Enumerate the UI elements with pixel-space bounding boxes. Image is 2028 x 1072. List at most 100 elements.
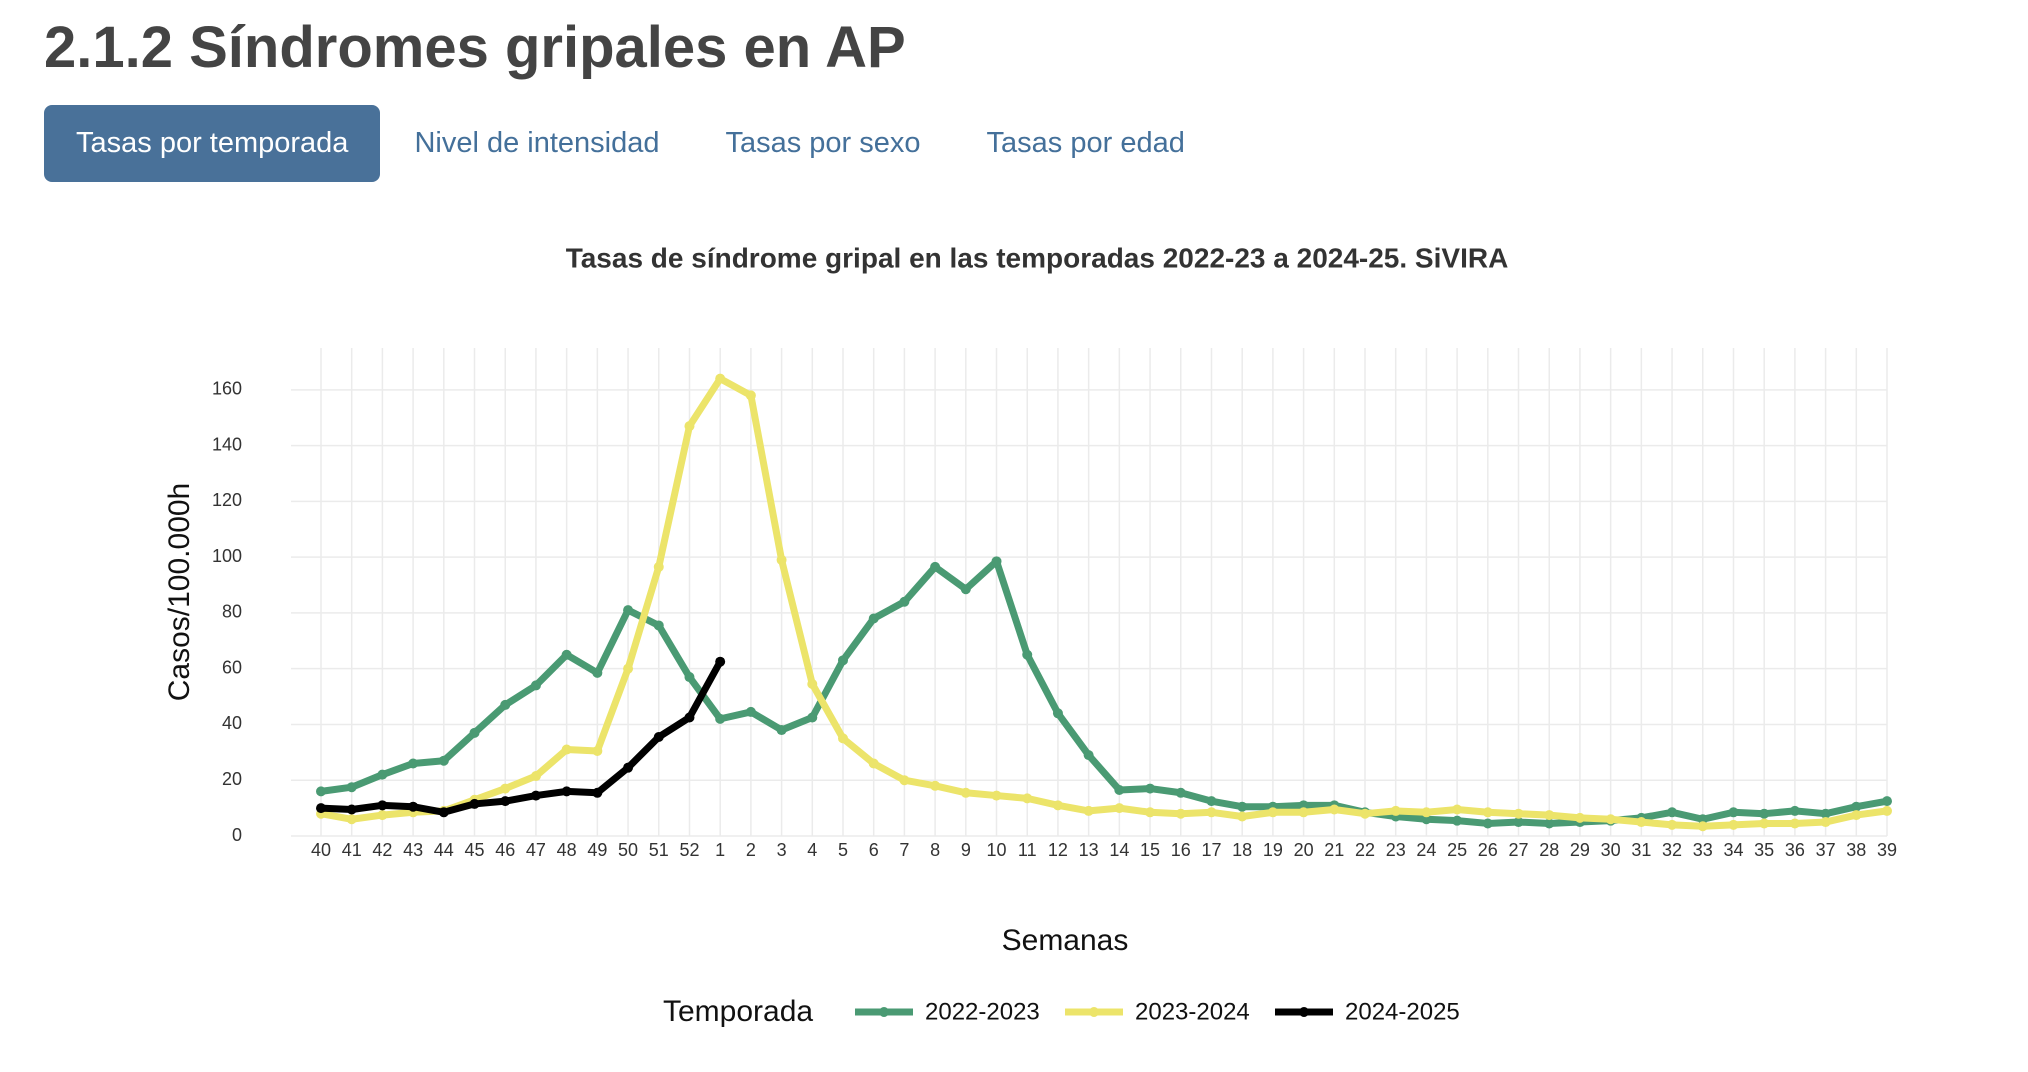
data-point [1329, 804, 1340, 815]
data-point [561, 649, 572, 660]
data-point [1237, 801, 1248, 812]
x-tick-label: 7 [899, 840, 909, 860]
x-tick-label: 35 [1754, 840, 1774, 860]
data-point [1789, 805, 1800, 816]
x-tick-label: 26 [1478, 840, 1498, 860]
data-point [561, 786, 572, 797]
data-point [530, 680, 541, 691]
data-point [653, 620, 664, 631]
data-point [1789, 818, 1800, 829]
data-point [868, 758, 879, 769]
data-point [838, 655, 848, 666]
data-point [1360, 808, 1370, 819]
data-point [346, 782, 357, 793]
x-tick-label: 13 [1079, 840, 1099, 860]
x-tick-label: 30 [1601, 840, 1621, 860]
data-point [930, 780, 941, 791]
data-point [1390, 805, 1401, 816]
data-point [1574, 812, 1585, 823]
data-point [1667, 819, 1678, 830]
data-point [807, 679, 818, 690]
x-tick-label: 2 [746, 840, 756, 860]
x-tick-label: 22 [1355, 840, 1375, 860]
data-point [377, 769, 388, 780]
data-point [1022, 649, 1033, 660]
data-point [1452, 804, 1463, 815]
x-tick-label: 41 [342, 840, 362, 860]
data-point [408, 758, 419, 769]
data-point [715, 373, 726, 384]
tab-bar: Tasas por temporada Nivel de intensidad Ta… [44, 105, 1219, 182]
data-point [316, 803, 326, 814]
data-point [1759, 808, 1770, 819]
series-line [320, 375, 1888, 830]
data-point [592, 787, 603, 798]
y-tick-label: 120 [212, 490, 242, 510]
legend-label: 2024-2025 [1345, 998, 1460, 1025]
data-point [592, 667, 603, 678]
data-point [469, 798, 480, 809]
data-point [1298, 800, 1309, 811]
x-tick-label: 10 [987, 840, 1007, 860]
data-point [838, 733, 848, 744]
y-tick-label: 160 [212, 379, 242, 399]
x-tick-label: 48 [557, 840, 577, 860]
data-point [1237, 811, 1248, 822]
data-point [1452, 815, 1463, 826]
x-tick-label: 50 [618, 840, 638, 860]
data-point [500, 699, 511, 710]
x-tick-label: 4 [807, 840, 817, 860]
x-tick-label: 51 [649, 840, 669, 860]
x-tick-label: 19 [1263, 840, 1283, 860]
data-point [991, 556, 1002, 567]
x-tick-label: 17 [1201, 840, 1221, 860]
data-point [1544, 810, 1555, 821]
x-tick-label: 9 [961, 840, 971, 860]
data-point [1667, 807, 1678, 818]
x-tick-label: 34 [1723, 840, 1743, 860]
data-point [1882, 796, 1892, 807]
data-point [868, 613, 879, 624]
data-point [623, 605, 634, 616]
data-point [684, 712, 695, 723]
series-line [320, 557, 1888, 827]
data-point [346, 804, 357, 815]
x-tick-label: 28 [1539, 840, 1559, 860]
x-tick-label: 11 [1018, 840, 1037, 860]
data-point [500, 796, 511, 807]
x-tick-label: 39 [1877, 840, 1897, 860]
x-tick-label: 29 [1570, 840, 1590, 860]
data-point [1421, 814, 1432, 825]
x-tick-label: 27 [1509, 840, 1529, 860]
x-tick-label: 47 [526, 840, 546, 860]
x-tick-label: 45 [465, 840, 485, 860]
tab[interactable]: Tasas por sexo [725, 127, 921, 159]
x-tick-label: 40 [311, 840, 331, 860]
data-point [930, 561, 941, 572]
data-point [1482, 818, 1493, 829]
x-tick-label: 24 [1416, 840, 1436, 860]
data-point [592, 745, 603, 756]
data-point [1114, 803, 1125, 814]
data-point [438, 755, 449, 766]
tab[interactable]: Tasas por edad [986, 127, 1185, 159]
data-point [1728, 807, 1739, 818]
legend-label: 2022-2023 [925, 998, 1040, 1025]
data-point [1544, 818, 1555, 829]
data-point [1820, 808, 1831, 819]
legend-point [1299, 1007, 1309, 1017]
x-tick-label: 16 [1171, 840, 1191, 860]
data-point [1022, 793, 1033, 804]
data-point [715, 713, 726, 724]
data-point [684, 672, 695, 683]
y-tick-label: 40 [222, 713, 242, 733]
data-point [1175, 787, 1186, 798]
x-tick-label: 42 [372, 840, 392, 860]
data-point [530, 790, 541, 801]
data-point [1759, 818, 1770, 829]
tab[interactable]: Tasas por temporada [44, 105, 381, 182]
x-tick-label: 1 [715, 840, 725, 860]
data-point [1851, 810, 1862, 821]
data-point [623, 762, 634, 773]
tab[interactable]: Nivel de intensidad [414, 127, 660, 159]
